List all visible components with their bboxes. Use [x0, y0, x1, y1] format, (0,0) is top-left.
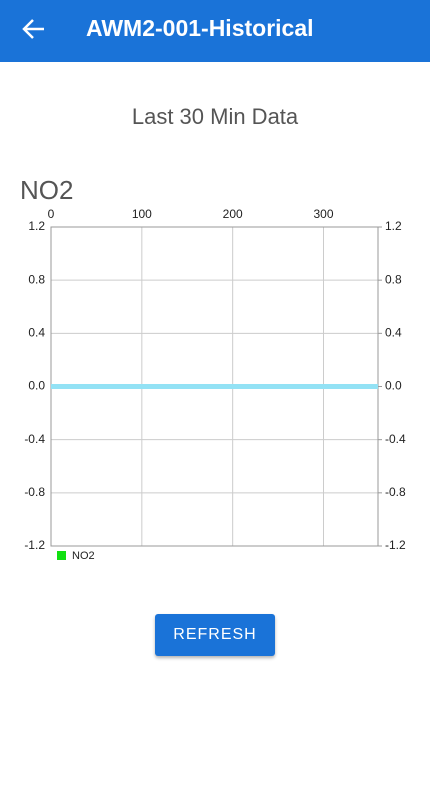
app-bar: AWM2-001-Historical [0, 0, 430, 62]
x-tick-label: 100 [132, 207, 152, 221]
refresh-button[interactable]: REFRESH [155, 614, 275, 656]
legend-swatch [57, 551, 66, 560]
y2-tick-label: 1.2 [385, 219, 402, 233]
y2-tick-label: -0.4 [385, 432, 406, 446]
y2-tick-label: -1.2 [385, 538, 406, 552]
y-tick-label: 0.4 [28, 326, 45, 340]
y-tick-label: 0.8 [28, 272, 45, 286]
section-title: Last 30 Min Data [131, 104, 299, 129]
x-tick-label: 300 [313, 207, 333, 221]
y2-tick-label: 0.8 [385, 272, 402, 286]
page-title: AWM2-001-Historical [86, 15, 314, 41]
y-tick-label: 1.2 [28, 219, 45, 233]
legend-label: NO2 [72, 550, 95, 562]
x-tick-label: 0 [48, 207, 55, 221]
chart: NO2 -1.2 -0.8 -0.4 0.0 0.4 0.8 1.2 -1.2 -0.8 -0.4… [20, 175, 406, 562]
x-tick-label: 200 [223, 207, 243, 221]
y2-tick-label: -0.8 [385, 485, 406, 499]
y-tick-label: -1.2 [24, 538, 45, 552]
y-tick-label: 0.0 [28, 379, 45, 393]
chart-title: NO2 [20, 175, 73, 205]
y2-tick-label: 0.4 [385, 326, 402, 340]
y-tick-label: -0.8 [24, 485, 45, 499]
back-button[interactable] [14, 9, 54, 49]
y-tick-label: -0.4 [24, 432, 45, 446]
y2-tick-label: 0.0 [385, 379, 402, 393]
